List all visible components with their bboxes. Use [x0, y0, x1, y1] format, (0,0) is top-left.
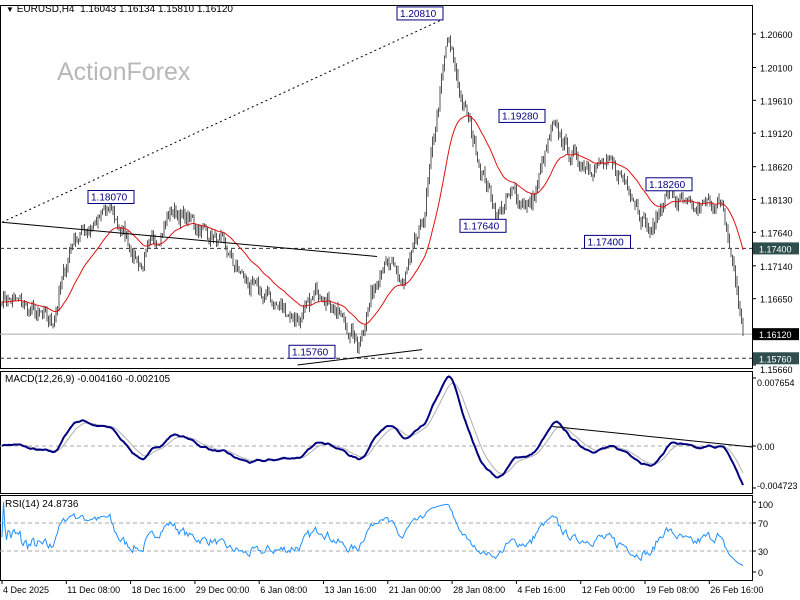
price-panel: 1.20810 1.19280 1.18070 1.18260 1.17640 1.174… — [0, 6, 752, 366]
rsi-line — [1, 501, 744, 567]
annotation-box — [459, 218, 507, 233]
y-tick-label: 1.15660 — [760, 365, 793, 375]
annotation-label: 1.15760 — [292, 347, 329, 358]
rsi-tick-label: 0 — [758, 568, 763, 578]
macd-title: MACD(12,26,9) -0.004160 -0.002105 — [5, 374, 171, 385]
rsi-panel — [0, 501, 752, 567]
macd-line — [1, 375, 744, 486]
annotation-label: 1.20810 — [400, 9, 437, 20]
annotation-label: 1.17400 — [588, 237, 625, 248]
trendline — [1, 19, 442, 223]
current-price-tag — [753, 328, 799, 341]
y-tick-label: 1.18620 — [760, 163, 793, 173]
y-tick-label: 1.19120 — [760, 129, 793, 139]
x-tick-label: 28 Jan 08:00 — [453, 585, 505, 595]
y-tick-label: 1.16650 — [760, 295, 793, 305]
x-tick-label: 29 Dec 00:00 — [196, 585, 250, 595]
y-tick-label: 1.20100 — [760, 64, 793, 74]
x-tick-label: 4 Feb 16:00 — [517, 585, 565, 595]
panel-frame — [0, 371, 753, 494]
price-annotation: 1.15760 — [288, 344, 336, 359]
annotation-box — [645, 177, 693, 192]
symbol-label: EURUSD,H4 — [16, 4, 75, 15]
annotation-box — [498, 108, 546, 123]
y-tick-label: 1.20600 — [760, 30, 793, 40]
macd-tick-label: 0.007654 — [757, 378, 795, 388]
watermark-logo: ActionForex — [57, 58, 191, 86]
y-tick-label: 1.17640 — [760, 228, 793, 238]
macd-tick-label: 0.00 — [757, 442, 775, 452]
panel-frame — [0, 495, 753, 581]
trendline — [1, 221, 378, 257]
x-tick-label: 26 Feb 16:00 — [710, 585, 763, 595]
x-tick-label: 12 Feb 00:00 — [582, 585, 635, 595]
y-tick-label: 1.18130 — [760, 195, 793, 205]
x-tick-label: 4 Dec 2025 — [3, 585, 49, 595]
price-annotation: 1.20810 — [396, 6, 444, 21]
rsi-tick-label: 70 — [758, 519, 768, 529]
level-tag-label: 1.17400 — [759, 244, 792, 254]
level-tag-label: 1.15760 — [759, 354, 792, 364]
annotation-box — [584, 234, 631, 249]
rsi-tick-label: 100 — [758, 500, 773, 510]
annotation-label: 1.17640 — [463, 221, 500, 232]
y-tick-label: 1.17140 — [760, 262, 793, 272]
panel-frame — [0, 5, 753, 369]
current-price-label: 1.16120 — [759, 330, 792, 340]
macd-panel — [0, 375, 753, 486]
annotation-label: 1.18070 — [91, 193, 128, 204]
axes: 1.20600 1.20100 1.19610 1.19120 1.18620 1.181… — [1, 30, 799, 595]
chart-header[interactable]: ▼ EURUSD,H4 1.16043 1.16134 1.15810 1.16… — [6, 4, 233, 15]
price-annotation: 1.19280 — [498, 108, 546, 123]
annotation-label: 1.19280 — [502, 111, 539, 122]
ohlc-values: 1.16043 1.16134 1.15810 1.16120 — [80, 4, 233, 15]
macd-signal-line — [1, 382, 744, 475]
rsi-title: RSI(14) 24.8736 — [5, 499, 79, 510]
rsi-tick-label: 30 — [758, 547, 768, 557]
macd-tick-label: -0.004723 — [757, 481, 798, 491]
level-tag — [753, 242, 799, 255]
x-tick-label: 13 Jan 16:00 — [325, 585, 377, 595]
y-tick-label: 1.19610 — [760, 96, 793, 106]
collapse-triangle-icon[interactable]: ▼ — [6, 5, 14, 14]
x-tick-label: 18 Dec 16:00 — [132, 585, 186, 595]
annotation-box — [396, 6, 444, 21]
annotation-box — [87, 190, 135, 205]
price-annotation: 1.18260 — [645, 177, 693, 192]
price-annotation: 1.17640 — [459, 218, 507, 233]
price-annotation: 1.17400 — [584, 234, 631, 249]
annotation-box — [288, 344, 336, 359]
x-tick-label: 19 Feb 08:00 — [646, 585, 699, 595]
level-tag — [753, 352, 799, 365]
annotation-label: 1.18260 — [649, 180, 686, 191]
moving-average-line — [1, 115, 744, 325]
x-tick-label: 21 Jan 00:00 — [389, 585, 441, 595]
x-tick-label: 11 Dec 08:00 — [67, 585, 120, 595]
trendline — [297, 349, 423, 366]
macd-trendline — [552, 425, 753, 448]
price-annotation: 1.18070 — [87, 190, 135, 205]
x-tick-label: 6 Jan 08:00 — [260, 585, 307, 595]
